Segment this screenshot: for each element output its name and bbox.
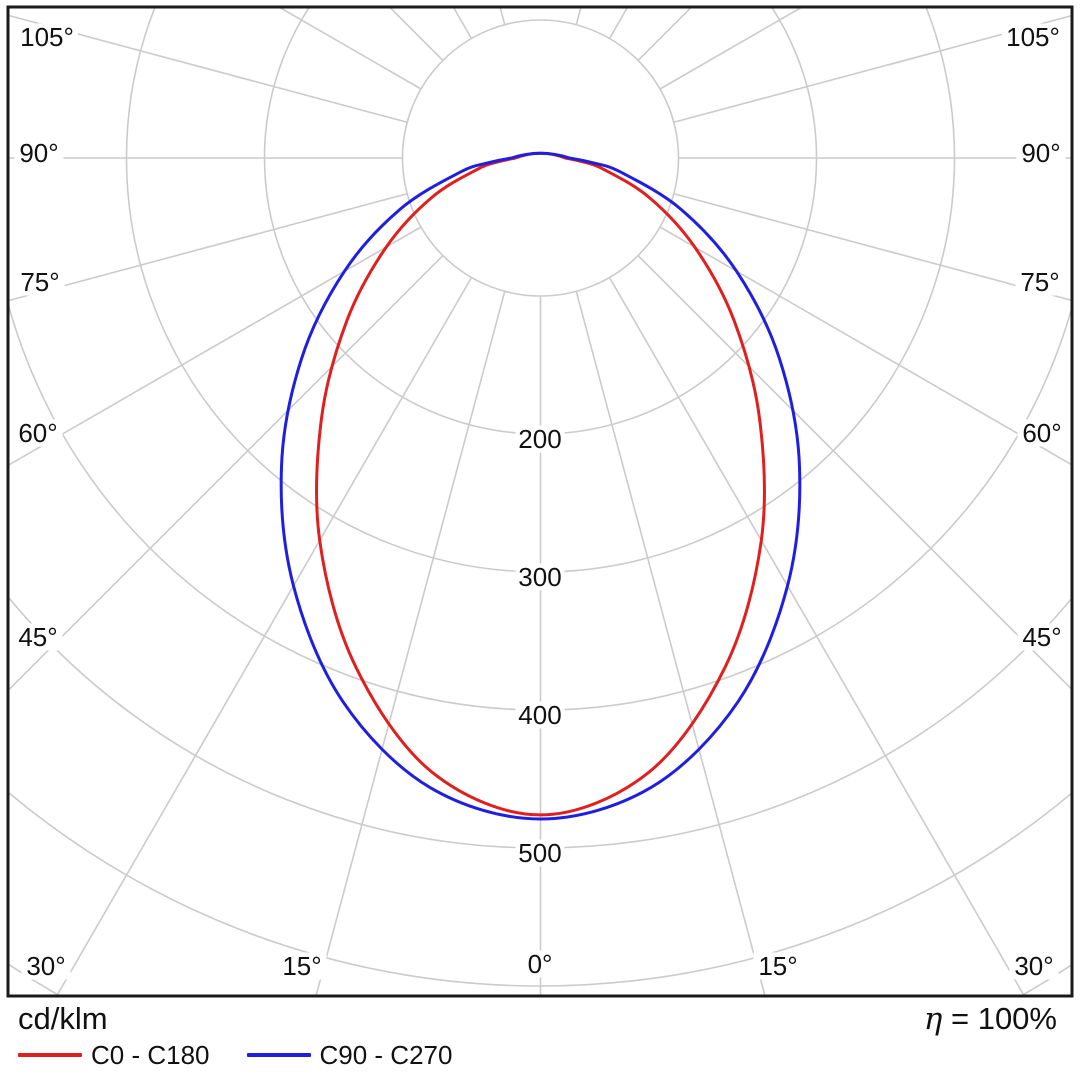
legend-swatch-blue-line [246, 1053, 311, 1057]
plot-border [6, 5, 1074, 998]
angle-label-0-bg [16, 23, 78, 51]
angle-label-6-bg [277, 952, 327, 980]
grid-ray-l30 [56, 277, 473, 995]
angle-label-10-bg [1017, 623, 1067, 651]
grid-ring-100 [401, 19, 680, 297]
ring-label-300: 300 [518, 562, 561, 592]
angle-label-2-bg [15, 268, 65, 296]
grid-ray-l75 [9, 192, 408, 302]
angle-label-9-bg [1009, 952, 1059, 980]
angle-label-9: 30° [1014, 951, 1053, 981]
ring-label-500-bg [515, 839, 565, 867]
grid-ray-r75 [673, 192, 1071, 301]
grid-ray-r30 [608, 277, 1025, 995]
angle-label-8-bg [753, 952, 803, 980]
grid-ray-l60 [9, 226, 422, 466]
curve-c0-c180 [315, 151, 766, 817]
angle-label-11-bg [1017, 419, 1067, 447]
angle-label-4: 45° [18, 622, 57, 652]
angle-label-12-bg [1015, 268, 1065, 296]
angle-label-11: 60° [1022, 418, 1061, 448]
legend-item-c90-c270: C90 - C270 [246, 1040, 453, 1070]
angle-label-13: 90° [1021, 138, 1060, 168]
angle-label-14-bg [1002, 23, 1064, 51]
legend-swatch-red-line [18, 1053, 82, 1057]
angle-label-1-bg [14, 139, 64, 167]
angle-label-14: 105° [1006, 22, 1060, 52]
angle-label-7-bg [522, 950, 558, 978]
grid-ray-r105 [673, 15, 1071, 124]
legend-label-c0-c180: C0 - C180 [91, 1040, 210, 1070]
grid-ray-r165 [575, 8, 582, 25]
grid-ray-l15 [315, 291, 506, 995]
ring-label-200: 200 [518, 424, 561, 454]
angle-label-2: 75° [20, 267, 59, 297]
grid-labels: 200 300 400 500 105° 90° 75° 60° 45° 30° 15° 0° 15° 3… [13, 22, 1067, 981]
angle-label-1: 90° [19, 138, 58, 168]
angle-label-4-bg [13, 623, 63, 651]
grid-ray-r60 [659, 226, 1071, 466]
ring-label-400: 400 [518, 700, 561, 730]
ring-label-200-bg [515, 425, 565, 453]
angle-label-5: 30° [26, 951, 65, 981]
eta-symbol: η [923, 1001, 943, 1037]
ring-label-500: 500 [518, 838, 561, 868]
legend-item-c0-c180: C0 - C180 [18, 1040, 210, 1070]
angle-label-3-bg [13, 419, 63, 447]
legend-label-c90-c270: C90 - C270 [319, 1040, 453, 1070]
angle-label-0: 105° [20, 22, 74, 52]
grid-ray-r15 [575, 291, 766, 995]
angle-label-8: 15° [758, 951, 797, 981]
angle-label-12: 75° [1020, 267, 1059, 297]
ring-label-400-bg [515, 701, 565, 729]
grid-ray-l105 [9, 14, 408, 124]
efficiency-label: η = 100% [923, 1001, 1057, 1037]
unit-label: cd/klm [18, 1001, 108, 1036]
angle-label-7: 0° [528, 949, 553, 979]
efficiency-value: = 100% [942, 1001, 1057, 1036]
angle-label-5-bg [21, 952, 71, 980]
angle-label-13-bg [1016, 139, 1066, 167]
curve-c90-c270 [279, 151, 802, 821]
angle-label-6: 15° [282, 951, 321, 981]
legend: C0 - C180 C90 - C270 [18, 1040, 452, 1070]
angle-label-3: 60° [18, 418, 57, 448]
ring-label-300-bg [515, 563, 565, 591]
angle-label-10: 45° [1022, 622, 1061, 652]
grid-ray-l165 [499, 8, 506, 25]
